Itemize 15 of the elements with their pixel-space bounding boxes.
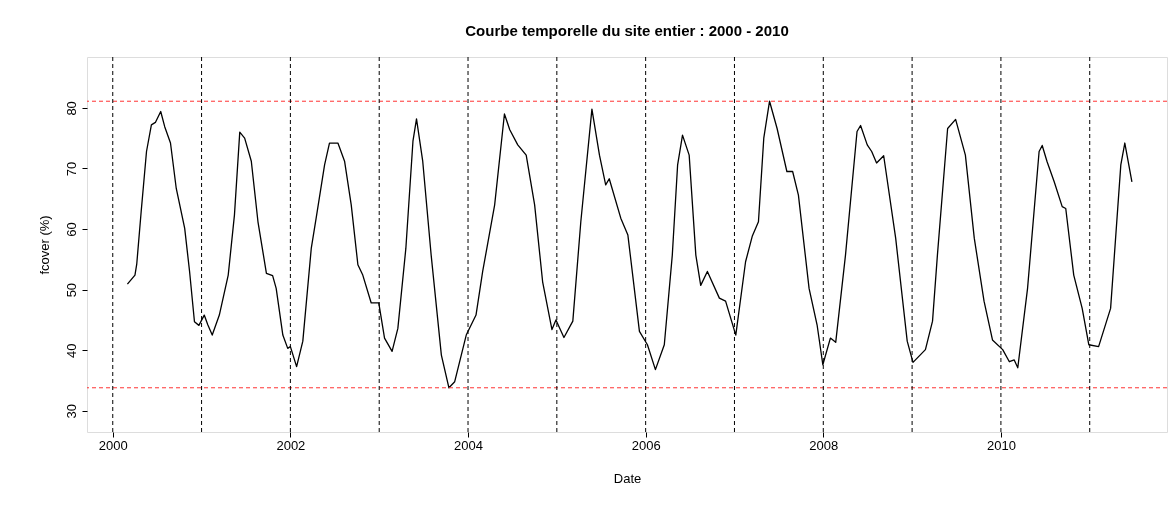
y-tick-label: 70 [63, 161, 79, 177]
x-tick-label: 2004 [454, 437, 483, 453]
y-tick-label: 40 [63, 343, 79, 358]
x-tick-label: 2000 [98, 437, 128, 453]
y-tick-label: 50 [63, 282, 79, 298]
x-tick-label: 2002 [276, 437, 306, 453]
x-tick-label: 2006 [631, 437, 661, 453]
chart-title: Courbe temporelle du site entier : 2000 - 2010 [465, 21, 789, 39]
y-tick-label: 80 [63, 101, 79, 116]
x-tick-label: 2010 [986, 437, 1016, 453]
y-tick-label: 30 [63, 404, 79, 419]
x-axis-title: Date [613, 470, 642, 486]
x-tick-label: 2008 [809, 437, 839, 453]
y-axis-title: fcover (%) [36, 215, 52, 275]
y-tick-label: 60 [63, 222, 79, 237]
